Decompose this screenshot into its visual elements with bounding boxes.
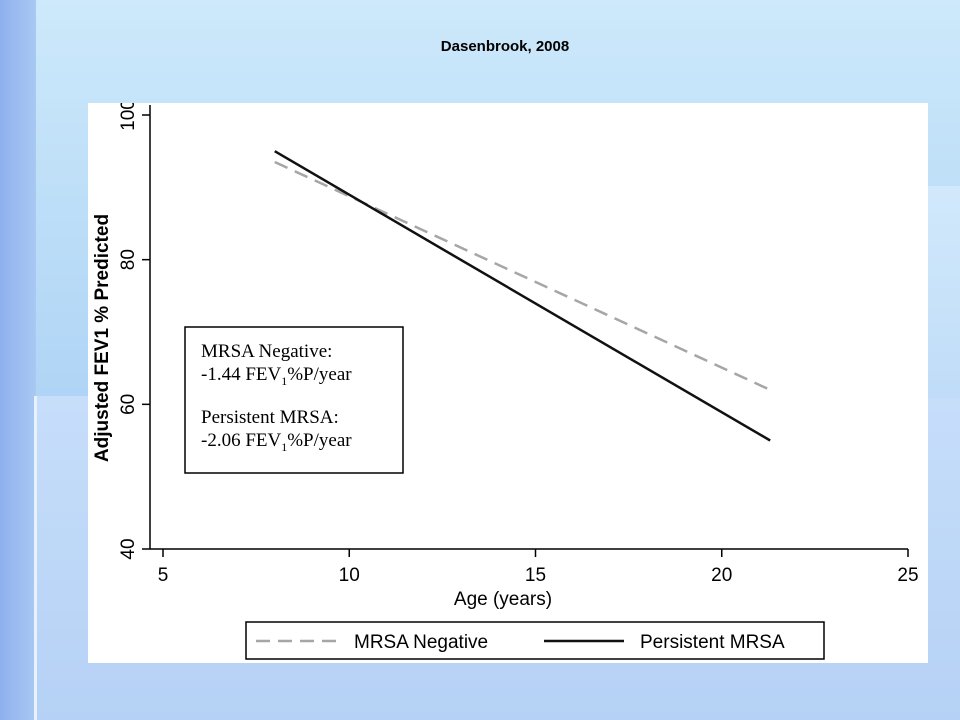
annotation-box	[184, 326, 404, 474]
annotation-line-2: -1.44 FEV1%P/year	[201, 364, 352, 388]
axis-ticks: 5 10 15 20 25 40 60 80 100	[118, 103, 919, 586]
legend-label-persistent-mrsa: Persistent MRSA	[640, 632, 785, 653]
chart-area: 5 10 15 20 25 40 60 80 100 Age (years) Adjusted …	[88, 103, 928, 663]
y-tick-label: 100	[118, 103, 139, 131]
x-tick-label: 15	[525, 565, 546, 586]
y-tick-label: 40	[118, 538, 139, 559]
series-line-persistent-mrsa	[274, 150, 771, 442]
background-right-block	[926, 186, 960, 398]
y-tick-label: 60	[118, 394, 139, 415]
x-tick-label: 10	[339, 565, 360, 586]
legend-label-mrsa-negative: MRSA Negative	[354, 632, 488, 653]
annotation-line-3: Persistent MRSA:	[201, 407, 339, 428]
legend-box	[245, 621, 825, 660]
annotation-line-4: -2.06 FEV1%P/year	[201, 430, 352, 454]
annotation-text: MRSA Negative: -1.44 FEV1%P/year Persist…	[201, 341, 352, 454]
background-left-stripe	[0, 0, 36, 720]
slide-title: Dasenbrook, 2008	[440, 38, 570, 55]
line-chart: 5 10 15 20 25 40 60 80 100 Age (years) Adjusted …	[92, 103, 919, 660]
y-axis-title: Adjusted FEV1 % Predicted	[92, 214, 113, 462]
x-tick-label: 25	[897, 565, 918, 586]
annotation-line-1: MRSA Negative:	[201, 341, 332, 362]
x-tick-label: 5	[158, 565, 169, 586]
x-axis-title: Age (years)	[454, 589, 552, 610]
x-tick-label: 20	[711, 565, 732, 586]
y-tick-label: 80	[118, 249, 139, 270]
legend: MRSA Negative Persistent MRSA	[245, 621, 825, 660]
